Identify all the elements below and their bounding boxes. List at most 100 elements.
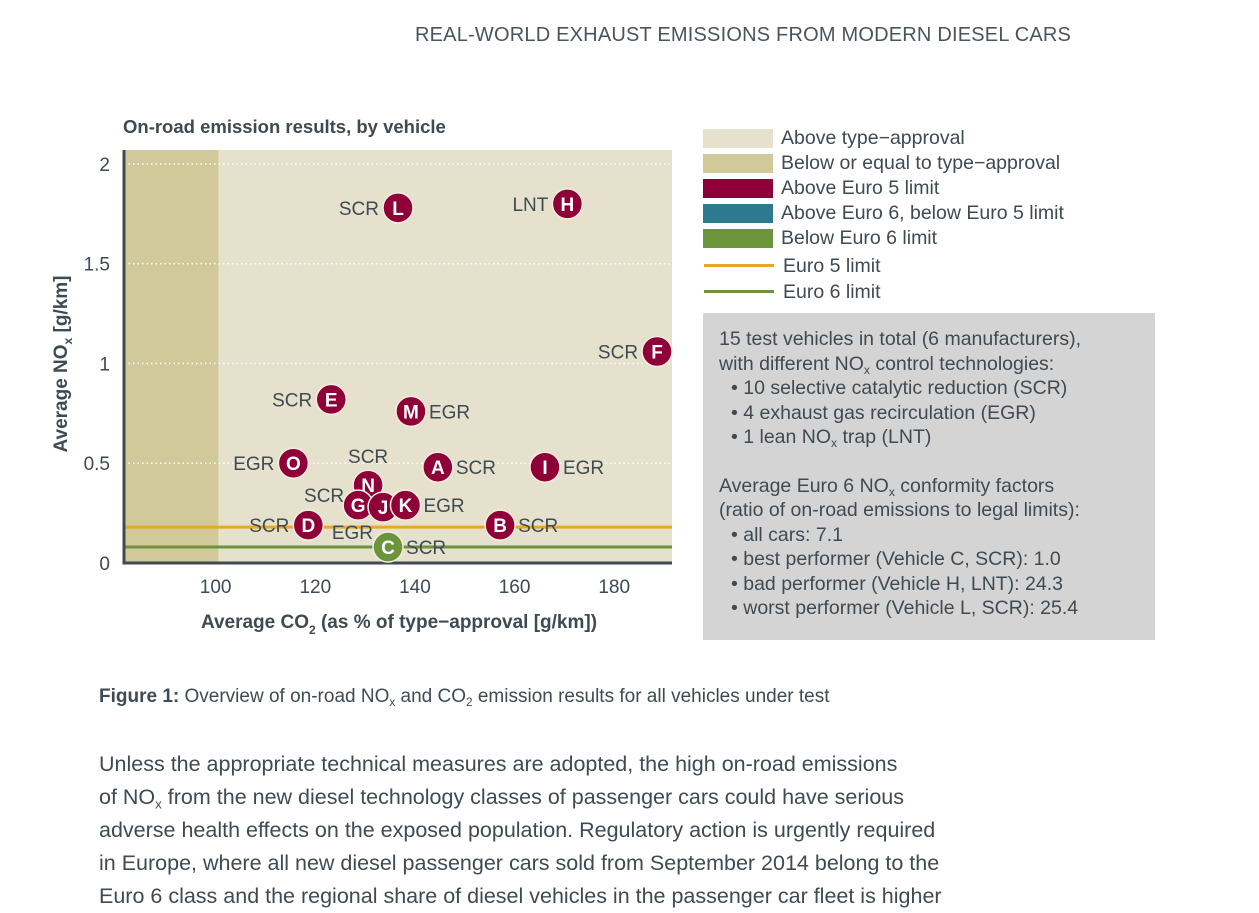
region-above-type-approval [218,150,672,563]
legend-swatch [703,179,773,198]
legend-label: Below or equal to type−approval [781,152,1061,174]
legend-swatch [703,154,773,173]
vehicle-marker [551,188,584,220]
vehicle-id-label: H [561,195,575,216]
vehicle-id-label: C [381,538,395,559]
vehicle-marker [315,383,347,416]
body-line: of NOx from the new diesel technology cl… [99,785,904,812]
legend-swatch [703,229,773,248]
figure-caption: Figure 1: Overview of on-road NOx and CO… [99,686,830,710]
vehicle-marker [529,451,561,483]
legend-line [704,264,774,267]
body-line: in Europe, where all new diesel passenge… [99,851,940,875]
vehicle-point: B [484,509,516,541]
infobox-bullet: • 1 lean NOx trap (LNT) [731,426,932,451]
vehicle-id-label: I [542,458,547,479]
vehicle-point: O [277,447,310,479]
vehicle-id-label: B [493,516,507,537]
vehicle-point: I [529,451,561,483]
vehicle-id-label: D [301,516,315,537]
legend-line [704,290,774,293]
chart-title: On-road emission results, by vehicle [123,116,446,137]
vehicle-point: F [641,335,673,368]
tech-label: SCR [348,447,388,468]
caption-label: Figure 1: [99,686,180,707]
vehicle-point: D [292,509,325,541]
legend-label: Below Euro 6 limit [781,227,938,249]
vehicle-point: C [372,531,404,563]
vehicle-id-label: L [392,199,404,220]
tech-label: EGR [423,496,464,517]
vehicle-id-label: A [431,458,445,479]
vehicle-point: L [382,192,414,224]
vehicle-point: J [367,491,399,523]
legend-label: Above type−approval [781,127,965,149]
body-line: Unless the appropriate technical measure… [99,752,898,776]
tech-label: SCR [304,486,344,507]
tech-label: EGR [332,523,373,544]
x-tick-label: 160 [499,577,531,598]
body-line: adverse health effects on the exposed po… [99,818,936,842]
vehicle-point: G [342,489,374,521]
tech-label: SCR [406,538,446,559]
vehicle-id-label: M [403,402,419,423]
infobox-bullet: • worst performer (Vehicle L, SCR): 25.4 [731,597,1079,619]
legend-label: Euro 5 limit [783,255,881,277]
vehicle-marker [372,531,404,563]
infobox-bullet: • all cars: 7.1 [731,523,843,546]
vehicle-id-label: G [351,496,366,517]
x-tick-label: 140 [399,577,431,598]
infobox-line: Average Euro 6 NOx conformity factors [719,474,1055,499]
tech-label: EGR [563,458,604,479]
tech-label: EGR [429,402,470,423]
legend-label: Above Euro 5 limit [781,177,940,199]
tech-label: LNT [512,195,548,216]
tech-label: SCR [456,458,496,479]
vehicle-point: E [315,383,347,416]
vehicle-point: A [422,451,454,483]
vehicle-point: M [395,395,427,428]
body-line: Euro 6 class and the regional share of d… [99,884,942,908]
legend-label: Euro 6 limit [783,281,881,303]
vehicle-marker [484,509,516,541]
vehicle-id-label: K [399,496,413,517]
infobox-bullet: • best performer (Vehicle C, SCR): 1.0 [731,548,1061,570]
y-tick-label: 0 [99,554,110,575]
y-axis-label: Average NOx [g/km] [51,275,75,452]
infobox-bullet: • 4 exhaust gas recirculation (EGR) [731,401,1036,424]
tech-label: SCR [272,390,312,411]
legend-swatch [703,129,773,148]
infobox-line: (ratio of on-road emissions to legal lim… [719,499,1080,521]
vehicle-id-label: O [286,454,301,475]
vehicle-marker [389,489,422,521]
infobox-line: 15 test vehicles in total (6 manufacture… [719,328,1081,350]
y-tick-label: 2 [99,155,110,176]
page-header: REAL-WORLD EXHAUST EMISSIONS FROM MODERN… [415,24,1072,46]
tech-label: SCR [598,343,638,364]
summary-infobox: 15 test vehicles in total (6 manufacture… [703,313,1155,640]
x-tick-label: 180 [598,577,630,598]
vehicle-point: H [551,188,584,220]
vehicle-id-label: E [325,390,338,411]
tech-label: SCR [249,516,289,537]
vehicle-marker [292,509,325,541]
infobox-line: with different NOx control technologies: [719,352,1055,377]
y-tick-label: 0.5 [84,454,110,475]
vehicle-marker [395,395,427,428]
vehicle-marker [641,335,673,368]
vehicle-point: K [389,489,422,521]
vehicle-marker [382,192,414,224]
x-tick-label: 120 [299,577,331,598]
infobox-bullet: • 10 selective catalytic reduction (SCR) [731,377,1068,399]
y-tick-label: 1.5 [84,255,110,276]
tech-label: EGR [233,454,274,475]
x-tick-label: 100 [200,577,232,598]
vehicle-id-label: F [651,343,663,364]
body-paragraph: Unless the appropriate technical measure… [99,748,1119,913]
y-tick-label: 1 [99,354,110,375]
tech-label: SCR [339,199,379,220]
infobox-bullet: • bad performer (Vehicle H, LNT): 24.3 [731,572,1063,595]
vehicle-marker [422,451,454,483]
legend-label: Above Euro 6, below Euro 5 limit [781,202,1064,224]
